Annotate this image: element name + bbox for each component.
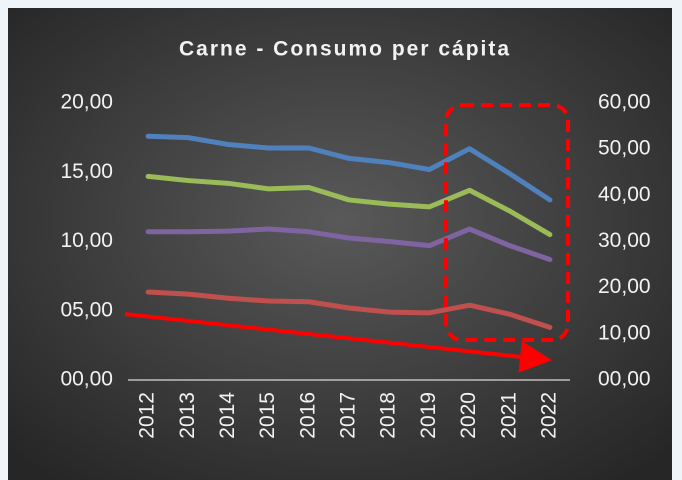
x-tick-label: 2021 — [497, 392, 520, 439]
y-tick-label: 10,00 — [60, 229, 113, 252]
x-tick-label: 2018 — [377, 392, 400, 439]
trend-arrow — [124, 312, 552, 373]
y-tick-label: 15,00 — [60, 160, 113, 183]
series-line — [145, 133, 553, 203]
y2-tick-label: 00,00 — [598, 368, 651, 391]
y2-tick-label: 60,00 — [598, 91, 651, 114]
x-tick-label: 2012 — [136, 392, 159, 439]
x-tick-label: 2016 — [296, 392, 319, 439]
x-tick-label: 2014 — [216, 392, 239, 439]
series-line — [145, 289, 553, 330]
x-tick-label: 2022 — [537, 392, 560, 439]
y2-tick-label: 10,00 — [598, 321, 651, 344]
chart-background — [8, 8, 672, 480]
y2-tick-label: 20,00 — [598, 275, 651, 298]
x-tick-label: 2019 — [417, 392, 440, 439]
y2-tick-label: 30,00 — [598, 229, 651, 252]
x-tick-label: 2017 — [337, 392, 360, 439]
y-tick-label: 20,00 — [60, 91, 113, 114]
x-tick-label: 2015 — [256, 392, 279, 439]
y2-tick-label: 40,00 — [598, 183, 651, 206]
y-tick-label: 00,00 — [60, 368, 113, 391]
series-line — [145, 173, 553, 238]
y2-tick-label: 50,00 — [598, 137, 651, 160]
y-tick-label: 05,00 — [60, 298, 113, 321]
chart-title: Carne - Consumo per cápita — [179, 38, 511, 61]
x-tick-label: 2020 — [457, 392, 480, 439]
x-tick-label: 2013 — [176, 392, 199, 439]
series-line — [145, 226, 553, 263]
highlight-box — [444, 103, 570, 342]
